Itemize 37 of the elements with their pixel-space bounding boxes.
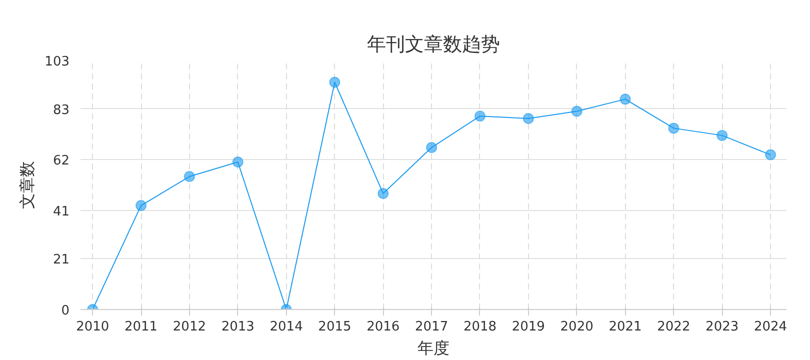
x-tick-label: 2022 [657,320,690,334]
x-tick-label: 2011 [124,320,158,334]
y-tick-label: 62 [52,154,70,169]
y-tick-label: 21 [52,252,70,268]
x-tick-label: 2018 [463,320,497,334]
y-tick-label: 41 [52,204,70,220]
x-axis-title: 年度 [418,338,450,358]
point [474,110,486,122]
point [232,156,244,168]
point [184,171,195,182]
x-tick-label: 2017 [415,320,448,334]
x-tick-label: 2016 [366,320,400,334]
x-tick-label: 2019 [512,320,545,334]
x-tick-label: 2012 [172,320,206,334]
x-tick-label: 2021 [608,320,642,334]
x-tick-label: 2013 [221,320,254,334]
point [426,142,438,154]
point [716,130,728,141]
y-axis-title: 文章数 [18,161,37,209]
x-tick-label: 2010 [76,320,110,334]
y-tick-label: 0 [61,304,70,318]
x-tick-label: 2014 [270,320,303,334]
point [378,188,389,199]
x-tick-label: 2023 [706,320,739,334]
point [668,122,680,134]
y-tick-label: 103 [44,54,70,70]
point [571,106,582,117]
x-tick-label: 2015 [318,320,352,334]
x-tick-label: 2024 [754,320,788,334]
x-tick-label: 2020 [560,320,594,334]
point [329,76,340,88]
y-tick-label: 83 [52,102,70,118]
point [522,113,534,124]
chart-title: 年刊文章数趋势 [367,34,500,56]
point [136,200,147,212]
point [620,94,631,105]
point [765,149,776,160]
